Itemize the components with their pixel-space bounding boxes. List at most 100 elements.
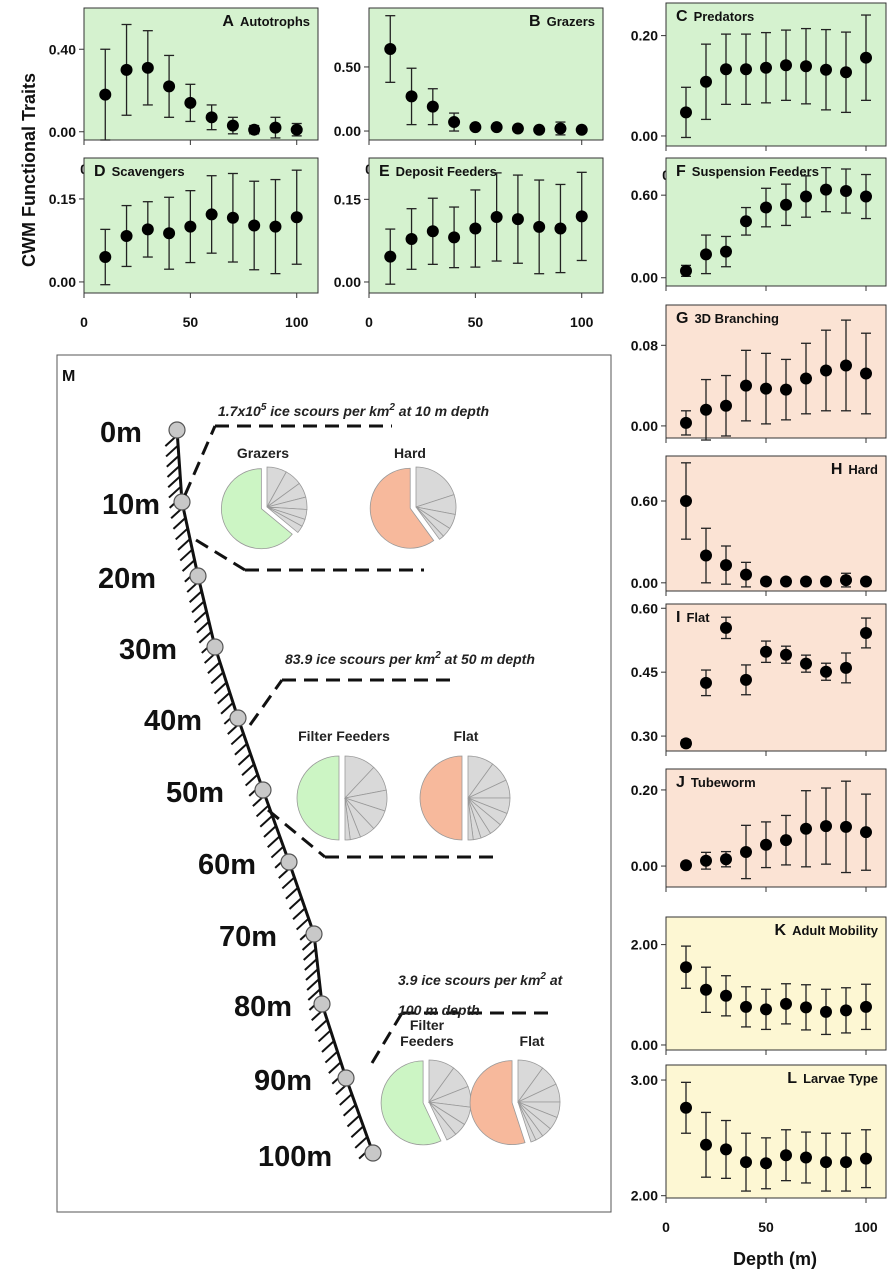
seabed-hatch bbox=[167, 475, 181, 489]
seabed-hatch bbox=[172, 517, 187, 530]
panel-letter: H bbox=[831, 461, 843, 478]
seabed-slope: 0m 10m 20m 30m 40m 50m 60m 70m 80m 90m 100m bbox=[98, 417, 382, 1173]
scour-frequency-text: 83.9 ice scours per km2 at 50 m depth bbox=[285, 650, 535, 667]
data-point bbox=[700, 854, 712, 867]
data-point bbox=[860, 626, 872, 639]
data-point bbox=[860, 51, 872, 64]
depth-marker bbox=[206, 638, 224, 656]
panel-name: Deposit Feeders bbox=[396, 164, 497, 179]
y-tick-label: 0.00 bbox=[334, 274, 361, 290]
depth-label: 20m bbox=[98, 563, 156, 595]
panel-title: E Deposit Feeders bbox=[379, 163, 497, 180]
callout-2: 83.9 ice scours per km2 at 50 m depth Fil… bbox=[248, 650, 535, 859]
data-point bbox=[820, 1005, 832, 1018]
depth-label: 30m bbox=[119, 634, 177, 666]
panel-title: A Autotrophs bbox=[222, 13, 310, 30]
pie-other-slice bbox=[467, 797, 474, 841]
pie-other-slice bbox=[344, 797, 351, 841]
pie-chart bbox=[380, 1059, 472, 1146]
pie-other-slice bbox=[266, 506, 303, 534]
panel-letter: B bbox=[529, 13, 541, 30]
pie-chart bbox=[296, 755, 388, 841]
data-point bbox=[740, 1000, 752, 1013]
data-point bbox=[800, 657, 812, 670]
seabed-hatch bbox=[230, 732, 245, 746]
pie-label: Grazers bbox=[237, 445, 289, 461]
data-point bbox=[760, 575, 772, 588]
panel-name: Adult Mobility bbox=[792, 923, 879, 938]
data-point bbox=[554, 222, 567, 235]
depth-marker bbox=[280, 853, 298, 871]
depth-label: 0m bbox=[100, 417, 142, 449]
data-point bbox=[800, 1001, 812, 1014]
panel-letter: D bbox=[94, 163, 106, 180]
depth-marker bbox=[168, 421, 186, 439]
data-point bbox=[840, 1004, 852, 1017]
pie-other-slice bbox=[517, 1101, 537, 1143]
data-point bbox=[720, 63, 732, 76]
seabed-hatch bbox=[342, 1104, 357, 1117]
data-point bbox=[780, 997, 792, 1010]
depth-marker bbox=[305, 925, 323, 943]
data-point bbox=[469, 121, 482, 134]
seabed-hatch bbox=[166, 454, 180, 468]
data-point bbox=[820, 364, 832, 377]
seabed-hatch bbox=[288, 897, 303, 910]
y-tick-label: 2.00 bbox=[631, 1188, 658, 1204]
y-tick-label: 0.00 bbox=[631, 128, 658, 144]
data-point bbox=[205, 111, 218, 124]
y-tick-label: 0.45 bbox=[631, 664, 658, 680]
data-point bbox=[740, 63, 752, 76]
seabed-hatch bbox=[220, 702, 234, 715]
y-tick-label: 0.20 bbox=[631, 782, 658, 798]
plot-area bbox=[665, 2, 887, 147]
data-point bbox=[860, 1152, 872, 1165]
y-tick-label: 0.60 bbox=[631, 493, 658, 509]
panel-title: J Tubeworm bbox=[676, 774, 756, 791]
seabed-hatch bbox=[244, 773, 259, 787]
seabed-hatch bbox=[354, 1136, 368, 1149]
pie-main-slice bbox=[220, 468, 293, 550]
pie-main-slice bbox=[296, 755, 340, 841]
data-point bbox=[680, 495, 692, 507]
depth-label: 70m bbox=[219, 921, 277, 953]
data-point bbox=[780, 1149, 792, 1162]
data-point bbox=[840, 574, 852, 587]
y-tick-label: 0.20 bbox=[631, 28, 658, 44]
callout-leader bbox=[370, 1012, 404, 1064]
x-tick-label: 100 bbox=[854, 1219, 878, 1235]
depth-marker bbox=[337, 1069, 355, 1087]
data-point bbox=[820, 820, 832, 833]
seabed-hatch bbox=[213, 681, 228, 695]
seabed-hatch bbox=[179, 548, 193, 562]
pie-main-slice bbox=[369, 467, 435, 549]
panel-name: Predators bbox=[694, 9, 755, 24]
seabed-hatch bbox=[168, 485, 182, 499]
depth-schematic: M 0m 10m 20m 30m 40m 50m 60m 70m 80m 90m 100m 1.7x… bbox=[56, 354, 612, 1213]
seabed-hatch bbox=[198, 631, 213, 644]
data-point bbox=[290, 123, 303, 136]
seabed-hatch bbox=[255, 804, 270, 818]
data-point bbox=[120, 230, 133, 243]
x-tick-label: 50 bbox=[758, 1219, 774, 1235]
panel-K: 0.00 2.00 K Adult Mobility bbox=[631, 916, 887, 1055]
data-point bbox=[700, 75, 712, 88]
panel-letter: I bbox=[676, 609, 680, 626]
data-point bbox=[760, 61, 772, 74]
panel-name: Tubeworm bbox=[691, 775, 756, 790]
seabed-hatch bbox=[292, 907, 306, 921]
y-tick-label: 2.00 bbox=[631, 937, 658, 953]
data-point bbox=[490, 121, 503, 134]
scour-callouts: 1.7x105 ice scours per km2 at 10 m depth… bbox=[183, 402, 564, 1146]
panel-title: B Grazers bbox=[529, 13, 595, 30]
data-point bbox=[820, 1156, 832, 1169]
seabed-hatch bbox=[166, 465, 181, 478]
data-point bbox=[511, 213, 524, 226]
panel-L: 2.00 3.00 0 50 100 L Larvae Type bbox=[631, 1064, 887, 1235]
depth-marker bbox=[229, 709, 247, 727]
data-point bbox=[860, 190, 872, 203]
data-point bbox=[184, 96, 197, 109]
panel-title: G 3D Branching bbox=[676, 310, 779, 327]
data-point bbox=[800, 822, 812, 835]
